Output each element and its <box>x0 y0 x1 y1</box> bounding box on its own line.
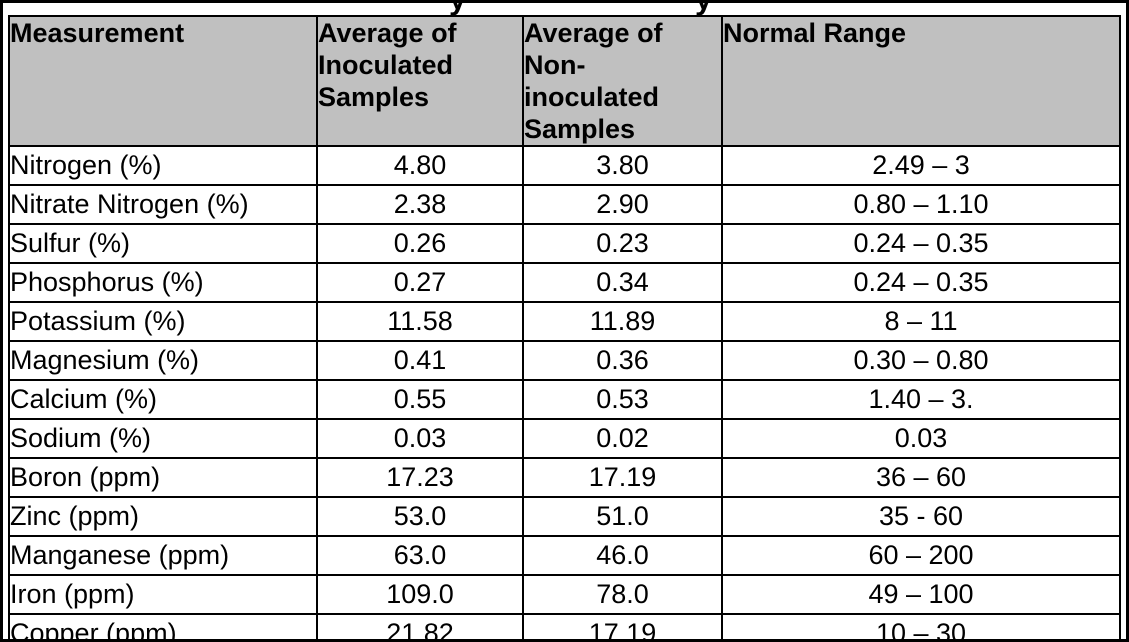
cell-inoculated: 4.80 <box>316 145 524 186</box>
cell-inoculated: 0.03 <box>316 418 524 459</box>
cell-non-inoculated: 0.34 <box>522 262 723 303</box>
cell-non-inoculated: 0.02 <box>522 418 723 459</box>
cell-non-inoculated: 11.89 <box>522 301 723 342</box>
cell-measurement: Sodium (%) <box>8 418 318 459</box>
cell-normal-range: 2.49 – 3 <box>721 145 1121 186</box>
cell-normal-range: 10 – 30 <box>721 613 1121 642</box>
cell-normal-range: 60 – 200 <box>721 535 1121 576</box>
header-measurement: Measurement <box>8 15 318 147</box>
cell-inoculated: 21.82 <box>316 613 524 642</box>
cell-normal-range: 8 – 11 <box>721 301 1121 342</box>
cell-inoculated: 109.0 <box>316 574 524 615</box>
cell-normal-range: 49 – 100 <box>721 574 1121 615</box>
table-row: Potassium (%) 11.58 11.89 8 – 11 <box>8 301 1121 342</box>
cell-measurement: Sulfur (%) <box>8 223 318 264</box>
cropped-title-fragment: y <box>449 3 466 14</box>
cell-non-inoculated: 3.80 <box>522 145 723 186</box>
cell-measurement: Potassium (%) <box>8 301 318 342</box>
cell-inoculated: 2.38 <box>316 184 524 225</box>
table-row: Magnesium (%) 0.41 0.36 0.30 – 0.80 <box>8 340 1121 381</box>
cell-inoculated: 0.55 <box>316 379 524 420</box>
cell-measurement: Calcium (%) <box>8 379 318 420</box>
table-row: Iron (ppm) 109.0 78.0 49 – 100 <box>8 574 1121 615</box>
cell-non-inoculated: 0.23 <box>522 223 723 264</box>
cell-normal-range: 0.24 – 0.35 <box>721 262 1121 303</box>
cell-normal-range: 0.80 – 1.10 <box>721 184 1121 225</box>
table-row: Copper (ppm) 21.82 17.19 10 – 30 <box>8 613 1121 642</box>
cell-inoculated: 0.41 <box>316 340 524 381</box>
cell-non-inoculated: 46.0 <box>522 535 723 576</box>
cell-normal-range: 36 – 60 <box>721 457 1121 498</box>
cell-measurement: Phosphorus (%) <box>8 262 318 303</box>
cell-normal-range: 0.30 – 0.80 <box>721 340 1121 381</box>
cell-non-inoculated: 0.53 <box>522 379 723 420</box>
header-normal-range: Normal Range <box>721 15 1121 147</box>
cell-non-inoculated: 0.36 <box>522 340 723 381</box>
cell-measurement: Nitrogen (%) <box>8 145 318 186</box>
cell-measurement: Magnesium (%) <box>8 340 318 381</box>
cell-normal-range: 0.03 <box>721 418 1121 459</box>
cell-measurement: Nitrate Nitrogen (%) <box>8 184 318 225</box>
cell-measurement: Boron (ppm) <box>8 457 318 498</box>
table-row: Sulfur (%) 0.26 0.23 0.24 – 0.35 <box>8 223 1121 264</box>
cell-inoculated: 53.0 <box>316 496 524 537</box>
cell-measurement: Zinc (ppm) <box>8 496 318 537</box>
cell-non-inoculated: 51.0 <box>522 496 723 537</box>
header-non-inoculated: Average of Non- inoculated Samples <box>522 15 723 147</box>
cell-measurement: Manganese (ppm) <box>8 535 318 576</box>
cell-inoculated: 63.0 <box>316 535 524 576</box>
table-row: Boron (ppm) 17.23 17.19 36 – 60 <box>8 457 1121 498</box>
cell-non-inoculated: 17.19 <box>522 457 723 498</box>
cell-normal-range: 0.24 – 0.35 <box>721 223 1121 264</box>
table-row: Calcium (%) 0.55 0.53 1.40 – 3. <box>8 379 1121 420</box>
table-row: Phosphorus (%) 0.27 0.34 0.24 – 0.35 <box>8 262 1121 303</box>
table-row: Sodium (%) 0.03 0.02 0.03 <box>8 418 1121 459</box>
cell-measurement: Copper (ppm) <box>8 613 318 642</box>
table-row: Zinc (ppm) 53.0 51.0 35 - 60 <box>8 496 1121 537</box>
header-inoculated: Average of Inoculated Samples <box>316 15 524 147</box>
cell-inoculated: 17.23 <box>316 457 524 498</box>
table-header-row: Measurement Average of Inoculated Sample… <box>8 15 1121 147</box>
table-row: Manganese (ppm) 63.0 46.0 60 – 200 <box>8 535 1121 576</box>
cropped-title-fragment: y <box>695 3 712 14</box>
table-row: Nitrogen (%) 4.80 3.80 2.49 – 3 <box>8 145 1121 186</box>
cell-non-inoculated: 78.0 <box>522 574 723 615</box>
table-row: Nitrate Nitrogen (%) 2.38 2.90 0.80 – 1.… <box>8 184 1121 225</box>
cell-normal-range: 35 - 60 <box>721 496 1121 537</box>
cell-non-inoculated: 2.90 <box>522 184 723 225</box>
cell-inoculated: 0.26 <box>316 223 524 264</box>
cell-inoculated: 11.58 <box>316 301 524 342</box>
cell-inoculated: 0.27 <box>316 262 524 303</box>
cell-measurement: Iron (ppm) <box>8 574 318 615</box>
cell-non-inoculated: 17.19 <box>522 613 723 642</box>
cropped-title-strip: y y <box>3 3 1126 15</box>
measurement-table: Measurement Average of Inoculated Sample… <box>8 15 1121 642</box>
cell-normal-range: 1.40 – 3. <box>721 379 1121 420</box>
